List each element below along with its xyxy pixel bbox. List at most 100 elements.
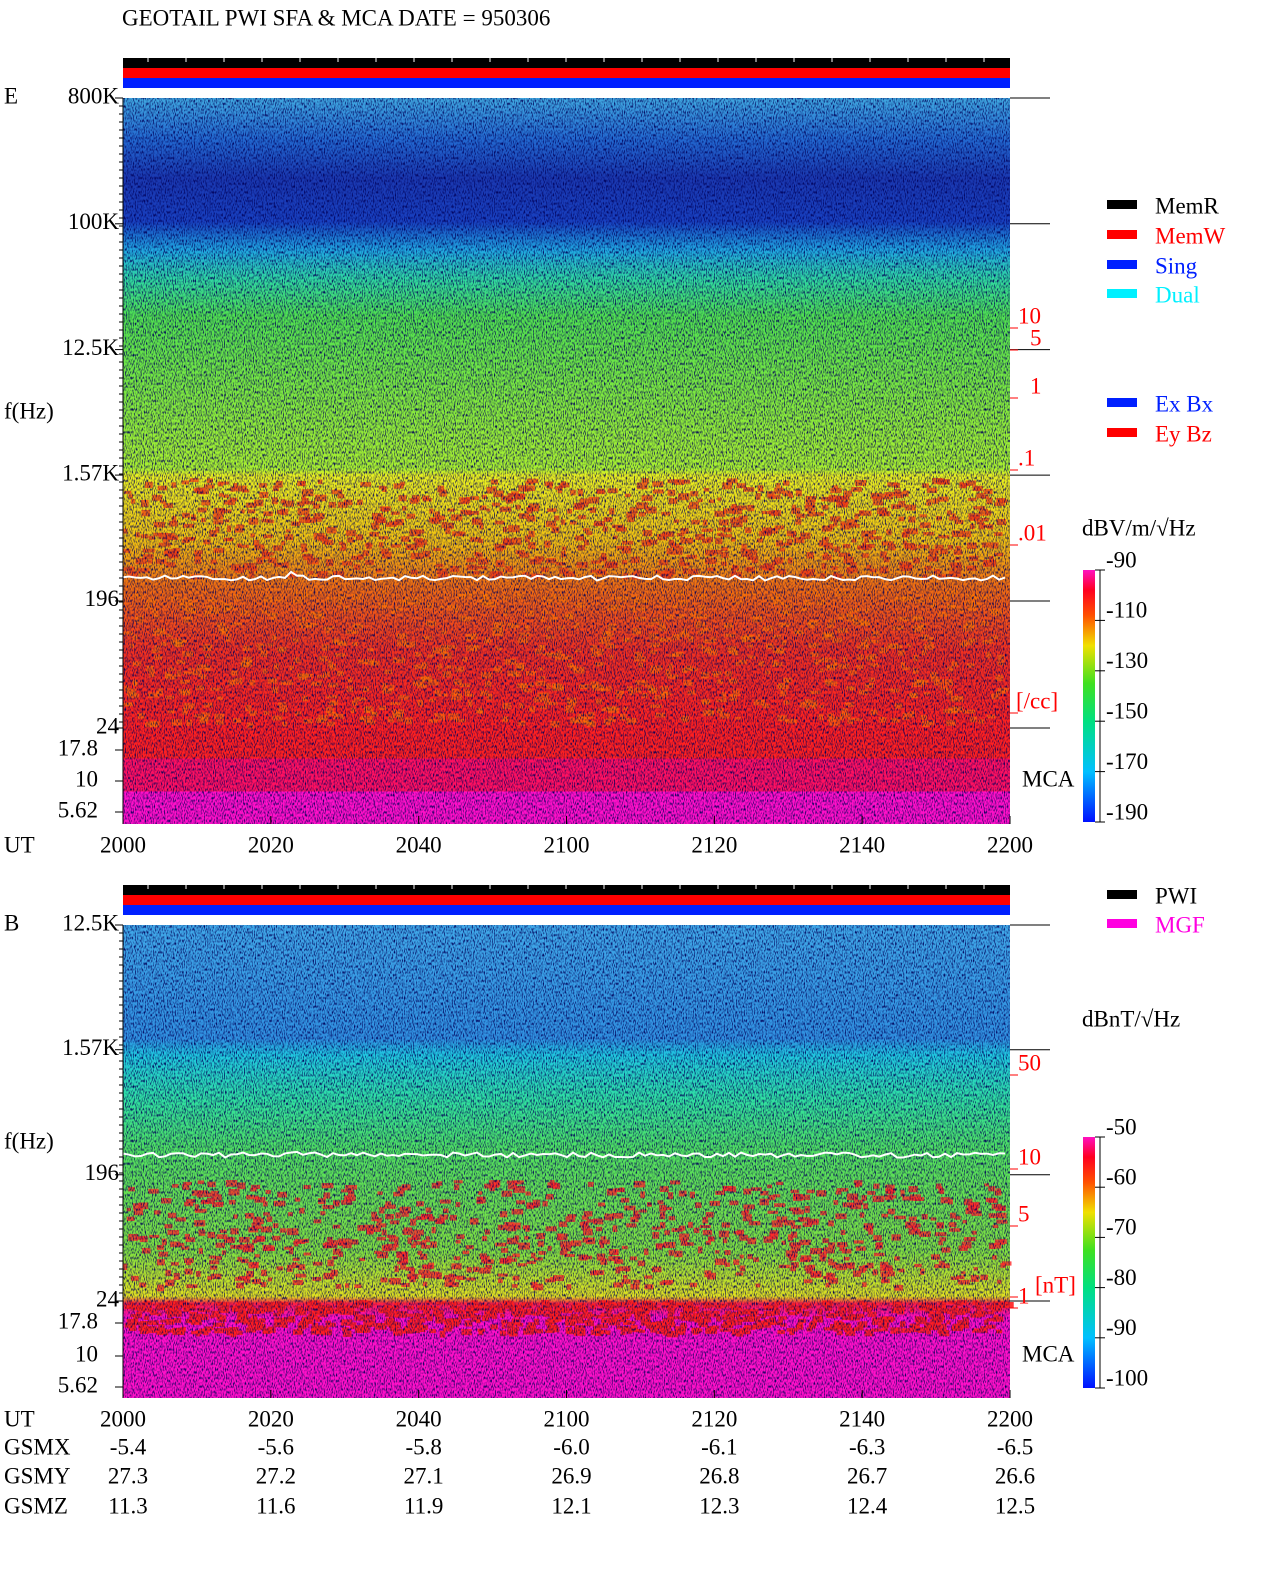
colorbar — [1083, 1137, 1095, 1388]
scale-label: [nT] — [1035, 1272, 1076, 1297]
legend-swatch — [1107, 428, 1137, 437]
mca-label: 10 — [75, 1341, 98, 1366]
colorbar-tick-label: -190 — [1106, 799, 1148, 824]
orbit-name: GSMZ — [4, 1493, 68, 1518]
x-tick-label: 2140 — [839, 1406, 885, 1431]
scale-label: 5 — [1018, 1201, 1030, 1226]
status-strip — [123, 905, 1010, 915]
legend-label: MemW — [1155, 223, 1226, 248]
legend-swatch — [1107, 230, 1137, 239]
orbit-value: 12.3 — [699, 1493, 739, 1518]
x-tick-label: 2200 — [987, 1406, 1033, 1431]
status-strip — [123, 58, 1010, 68]
orbit-value: -6.3 — [849, 1434, 885, 1459]
x-tick-label: 2000 — [100, 1406, 146, 1431]
y-tick-label: 12.5K — [62, 335, 119, 360]
y-tick-label: 24 — [96, 713, 120, 738]
x-tick-label: 2000 — [100, 832, 146, 857]
legend-label: MGF — [1155, 912, 1205, 937]
orbit-name: GSMY — [4, 1463, 71, 1488]
mca-name: MCA — [1022, 1341, 1075, 1366]
scale-label: [/cc] — [1016, 688, 1058, 713]
panel-label: E — [4, 83, 18, 108]
spectrogram-noise — [123, 925, 1010, 1398]
legend-label: Ey Bz — [1155, 421, 1212, 446]
colorbar-tick-label: -90 — [1106, 547, 1137, 572]
orbit-value: 26.6 — [995, 1463, 1035, 1488]
colorbar-label: dBnT/√Hz — [1082, 1006, 1180, 1031]
scale-label: 10 — [1018, 303, 1041, 328]
scale-label: .1 — [1018, 445, 1035, 470]
legend-swatch — [1107, 890, 1137, 899]
legend-label: MemR — [1155, 193, 1220, 218]
orbit-name: GSMX — [4, 1434, 71, 1459]
scale-label: 10 — [1018, 1144, 1041, 1169]
y-axis-label: f(Hz) — [4, 1128, 54, 1153]
y-tick-label: 100K — [68, 209, 120, 234]
legend-swatch — [1107, 200, 1137, 209]
y-tick-label: 1.57K — [62, 460, 119, 485]
orbit-value: 11.9 — [404, 1493, 443, 1518]
status-strip — [123, 78, 1010, 88]
cyclotron-line — [122, 1150, 1006, 1159]
orbit-value: 26.7 — [847, 1463, 887, 1488]
legend-swatch — [1107, 398, 1137, 407]
scale-label: 1 — [1030, 373, 1042, 398]
colorbar-tick-label: -70 — [1106, 1215, 1137, 1240]
mca-label: 10 — [75, 766, 98, 791]
x-tick-label: 2040 — [396, 1406, 442, 1431]
orbit-value: -5.4 — [110, 1434, 147, 1459]
orbit-value: 12.5 — [995, 1493, 1035, 1518]
colorbar-tick-label: -60 — [1106, 1164, 1137, 1189]
x-axis-label: UT — [4, 832, 35, 857]
mca-label: 17.8 — [58, 735, 98, 760]
legend-swatch — [1107, 260, 1137, 269]
page-title: GEOTAIL PWI SFA & MCA DATE = 950306 — [122, 5, 550, 30]
orbit-value: 11.6 — [256, 1493, 295, 1518]
y-axis-label: f(Hz) — [4, 398, 54, 423]
mca-label: 5.62 — [58, 797, 98, 822]
legend-swatch — [1107, 919, 1137, 928]
colorbar-tick-label: -130 — [1106, 648, 1148, 673]
cyclotron-line — [122, 570, 1006, 582]
orbit-value: 27.2 — [256, 1463, 296, 1488]
orbit-value: 12.1 — [551, 1493, 591, 1518]
orbit-value: 26.8 — [699, 1463, 739, 1488]
orbit-value: -6.5 — [997, 1434, 1033, 1459]
legend-label: Ex Bx — [1155, 391, 1214, 416]
colorbar-tick-label: -150 — [1106, 698, 1148, 723]
orbit-value: -6.0 — [553, 1434, 589, 1459]
legend-label: Dual — [1155, 282, 1200, 307]
status-strip — [123, 885, 1010, 895]
mca-name: MCA — [1022, 766, 1075, 791]
x-tick-label: 2200 — [987, 832, 1033, 857]
x-tick-label: 2120 — [691, 1406, 737, 1431]
orbit-value: 26.9 — [551, 1463, 591, 1488]
colorbar-tick-label: -100 — [1106, 1365, 1148, 1390]
scale-label: 1 — [1018, 1283, 1030, 1308]
x-tick-label: 2140 — [839, 832, 885, 857]
scale-label: 5 — [1030, 325, 1042, 350]
y-tick-label: 196 — [85, 1160, 120, 1185]
legend-swatch — [1107, 289, 1137, 298]
colorbar-tick-label: -80 — [1106, 1265, 1137, 1290]
status-strip — [123, 68, 1010, 78]
colorbar-tick-label: -110 — [1106, 598, 1147, 623]
mca-label: 17.8 — [58, 1308, 98, 1333]
orbit-value: -5.6 — [258, 1434, 294, 1459]
y-tick-label: 1.57K — [62, 1035, 119, 1060]
legend-label: PWI — [1155, 883, 1197, 908]
x-tick-label: 2120 — [691, 832, 737, 857]
orbit-value: -5.8 — [405, 1434, 441, 1459]
x-axis-label: UT — [4, 1406, 35, 1431]
scale-label: .01 — [1018, 520, 1047, 545]
orbit-value: 12.4 — [847, 1493, 888, 1518]
x-tick-label: 2100 — [544, 1406, 590, 1431]
colorbar-tick-label: -50 — [1106, 1114, 1137, 1139]
status-strip — [123, 895, 1010, 905]
colorbar — [1083, 570, 1095, 822]
y-tick-label: 196 — [85, 586, 120, 611]
colorbar-tick-label: -170 — [1106, 749, 1148, 774]
orbit-value: -6.1 — [701, 1434, 737, 1459]
